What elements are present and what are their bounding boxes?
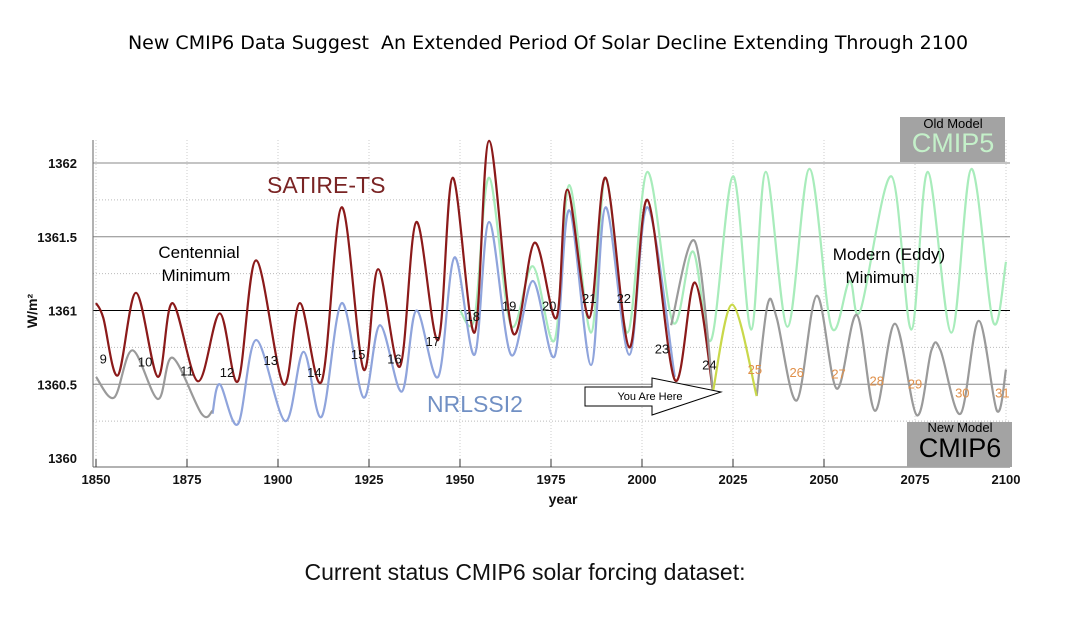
- y-tick-label: 1360.5: [37, 377, 77, 392]
- cycle-label-28: 28: [870, 374, 884, 389]
- y-tick-label: 1361.5: [37, 230, 77, 245]
- cycle-label-14: 14: [307, 365, 321, 380]
- new-model-label: New Model: [927, 420, 992, 435]
- cycle-label-19: 19: [502, 299, 516, 314]
- chart-subtitle: Current status CMIP6 solar forcing datas…: [304, 559, 745, 585]
- cycle-label-10: 10: [138, 355, 152, 370]
- x-tick-label: 2075: [901, 472, 930, 487]
- label-nrlssi2: NRLSSI2: [427, 391, 523, 417]
- cycle-label-16: 16: [387, 352, 401, 367]
- cycle-label-23: 23: [655, 341, 669, 356]
- label-modern: Modern (Eddy): [833, 245, 945, 264]
- x-tick-label: 1875: [173, 472, 202, 487]
- y-tick-label: 1362: [48, 156, 77, 171]
- old-model-label: Old Model: [923, 116, 982, 131]
- cycle-label-18: 18: [466, 309, 480, 324]
- cmip5-label: CMIP5: [912, 128, 995, 158]
- series-cmip6-forecast: [755, 294, 1008, 417]
- series-cmip6: [670, 239, 715, 392]
- x-tick-label: 1975: [537, 472, 566, 487]
- cycle-label-24: 24: [702, 358, 716, 373]
- cycle-label-13: 13: [263, 353, 277, 368]
- you-are-here-label: You Are Here: [617, 391, 682, 403]
- cycle-label-12: 12: [220, 365, 234, 380]
- x-tick-label: 2100: [992, 472, 1021, 487]
- cycle-label-17: 17: [425, 334, 439, 349]
- label-centennial: Centennial: [158, 243, 239, 262]
- cycle-label-15: 15: [351, 347, 365, 362]
- cycle-label-22: 22: [617, 291, 631, 306]
- cycle-label-11: 11: [180, 363, 194, 378]
- y-axis-label: W/m²: [24, 294, 40, 329]
- x-axis-label: year: [549, 491, 578, 507]
- cycle-label-29: 29: [908, 377, 922, 392]
- series-cycle-25: [711, 303, 758, 397]
- cycle-label-26: 26: [789, 365, 803, 380]
- x-tick-label: 1850: [82, 472, 111, 487]
- cycle-label-25: 25: [748, 362, 762, 377]
- label-modern-minimum: Minimum: [846, 268, 915, 287]
- y-tick-label: 1361: [48, 304, 77, 319]
- chart-title: New CMIP6 Data Suggest An Extended Perio…: [128, 32, 968, 54]
- x-tick-label: 2025: [719, 472, 748, 487]
- cmip6-label: CMIP6: [919, 433, 1002, 463]
- cycle-label-31: 31: [995, 386, 1009, 401]
- series-cmip5: [459, 167, 1008, 343]
- cycle-label-21: 21: [582, 291, 596, 306]
- cmip5-legend-box: Old Model CMIP5: [900, 116, 1005, 162]
- y-tick-label: 1360: [48, 451, 77, 466]
- series-nrlssi2: [211, 206, 676, 426]
- x-tick-label: 1925: [355, 472, 384, 487]
- series-lines: [95, 139, 1008, 426]
- cycle-label-20: 20: [542, 299, 556, 314]
- series-satire-ts: [95, 139, 715, 392]
- cycle-label-27: 27: [831, 366, 845, 381]
- you-are-here-arrow: You Are Here: [584, 377, 723, 416]
- cmip6-legend-box: New Model CMIP6: [907, 420, 1012, 467]
- x-tick-label: 2050: [810, 472, 839, 487]
- x-tick-label: 2000: [628, 472, 657, 487]
- cycle-labels: 9 10 11 12 13 14 15 16 17 18 19 20 21 22 23 24 25 26 27 28 2…: [100, 291, 1010, 400]
- label-satire-ts: SATIRE-TS: [267, 172, 385, 198]
- x-tick-label: 1950: [446, 472, 475, 487]
- cycle-label-30: 30: [955, 386, 969, 401]
- series-nrlssi2-extension: [95, 349, 214, 419]
- cycle-label-9: 9: [100, 352, 107, 367]
- x-tick-label: 1900: [264, 472, 293, 487]
- label-centennial-minimum: Minimum: [162, 266, 231, 285]
